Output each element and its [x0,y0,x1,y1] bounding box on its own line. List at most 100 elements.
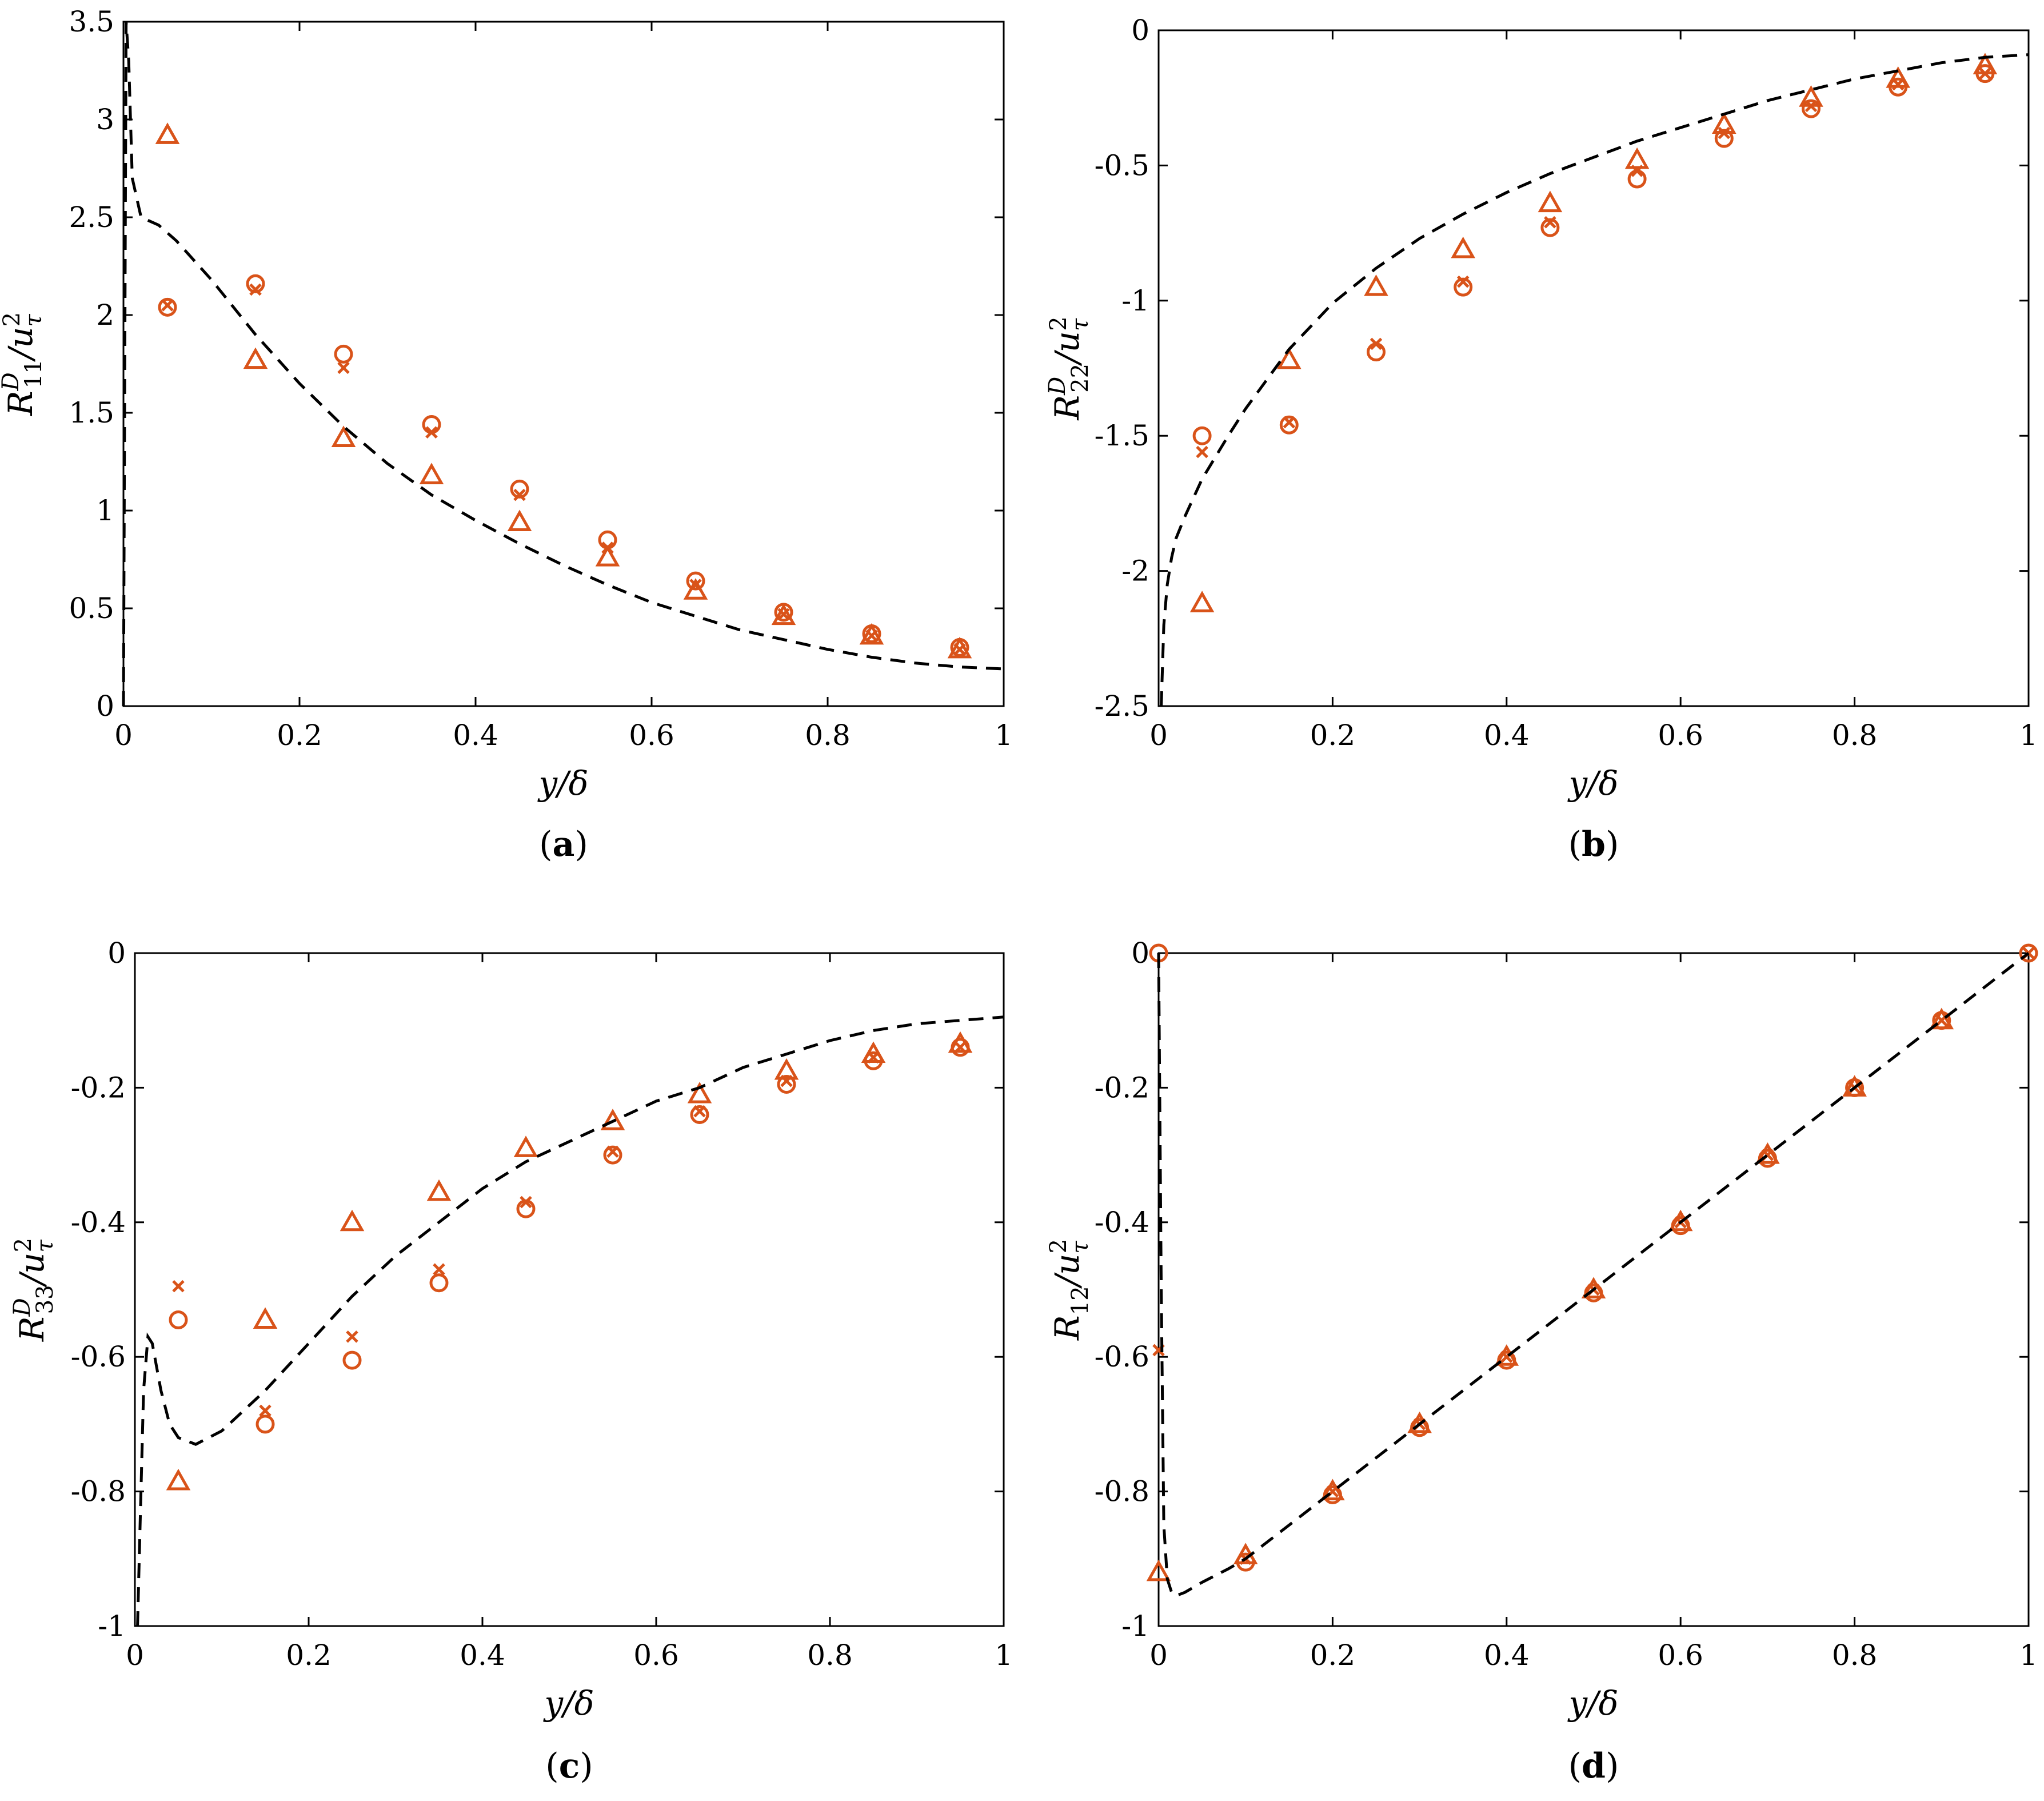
y-tick-label: 2 [96,298,114,332]
x-tick-label: 0.2 [1310,1639,1356,1672]
triangle-marker [948,1031,973,1053]
circle-marker [1540,218,1560,237]
circle-marker [1454,277,1473,297]
panel-caption: (d) [1568,1746,1619,1786]
circle-marker [603,1145,622,1165]
triangle-marker [1146,1559,1171,1581]
circle-marker [1627,169,1647,189]
x-tick-label: 0.4 [453,719,498,752]
cross-marker [1891,78,1905,91]
series-dashed-line [1160,53,2029,707]
y-tick-label: -0.5 [1095,149,1149,182]
y-axis-label: RD33/uτ2 [9,1238,58,1342]
x-axis-label: y/δ [1567,1684,1618,1723]
y-tick-label: 3 [96,103,114,136]
triangle-marker [340,1209,365,1232]
triangle-marker [1886,66,1910,88]
x-tick-label: 0.8 [807,1639,853,1672]
triangle-marker [947,636,972,659]
series-dashed-line [1157,952,2030,1597]
circle-marker [334,344,353,364]
cross-marker [425,426,438,439]
x-tick-label: 1 [2019,719,2038,752]
x-tick-label: 0.8 [1832,719,1878,752]
y-tick-label: -2.5 [1095,690,1149,723]
x-tick-label: 1 [995,1639,1013,1672]
triangle-marker [155,122,180,144]
circle-marker [510,479,529,499]
triangle-marker [166,1468,191,1491]
y-tick-label: -0.2 [71,1071,126,1104]
triangle-marker [774,1058,799,1080]
cross-marker [346,1330,358,1343]
circle-marker [686,571,705,591]
x-tick-label: 0.6 [1658,1639,1703,1672]
triangle-marker [1494,1344,1519,1366]
circle-marker [246,274,265,293]
triangle-marker [507,509,532,532]
y-tick-label: -0.8 [71,1475,126,1508]
triangle-marker [513,1135,538,1157]
circle-marker [422,415,441,435]
triangle-marker [1581,1277,1606,1298]
triangle-marker [253,1307,278,1329]
cross-marker [172,1280,185,1293]
triangle-marker [419,463,444,484]
x-tick-label: 0.8 [805,719,851,752]
circle-marker [1192,426,1212,445]
chart-panel-b: 0 0.2 0.4 0.6 0.8 1 -2.5 -2 -1.5 -1 -0.5 0 y/δ RD22/u… [1044,14,2038,864]
series-dashed-line [122,21,1004,707]
triangle-marker [600,1109,625,1130]
y-tick-label: -0.8 [1095,1475,1149,1508]
y-tick-label: 1.5 [69,396,114,429]
circle-marker [1802,99,1821,118]
y-tick-label: -0.2 [1095,1071,1149,1104]
y-tick-label: 0 [1131,937,1149,970]
cross-marker [1196,445,1208,459]
x-tick-label: 0 [1149,1639,1168,1672]
x-tick-label: 0.6 [629,719,674,752]
cross-marker [249,283,262,296]
x-axis-label: y/δ [1567,764,1618,803]
x-tick-label: 0.4 [1484,719,1530,752]
y-tick-label: 3.5 [69,5,114,38]
triangle-marker [426,1179,452,1201]
x-tick-label: 0.2 [286,1639,332,1672]
y-tick-label: -1.5 [1095,419,1149,452]
x-axis-label: y/δ [537,764,588,803]
circle-marker [1367,342,1386,362]
panel-caption: (a) [539,824,588,864]
triangle-marker [1929,1007,1954,1030]
circle-marker [429,1273,449,1293]
y-axis-label: RD11/uτ2 [0,312,47,416]
triangle-marker [1712,112,1736,134]
axes-frame [1157,952,2030,1627]
circle-marker [169,1310,188,1329]
y-tick-label: -1 [1121,1609,1149,1643]
cross-marker [693,1105,706,1118]
y-tick-label: -2 [1121,555,1149,588]
cross-marker [1283,416,1296,429]
y-tick-label: -0.4 [71,1206,126,1239]
x-tick-label: 0 [126,1639,144,1672]
triangle-marker [1668,1209,1693,1232]
circle-marker [158,297,177,317]
x-tick-label: 0.2 [277,719,322,752]
y-tick-label: 0 [107,937,126,970]
circle-marker [256,1414,275,1434]
y-axis-label: RD22/uτ2 [1044,316,1093,420]
panel-caption: (c) [545,1746,593,1786]
triangle-marker [1755,1142,1780,1164]
triangle-marker [1407,1411,1432,1433]
x-tick-label: 0.8 [1832,1639,1878,1672]
x-tick-label: 1 [2019,1639,2038,1672]
y-tick-label: -1 [98,1609,126,1643]
triangle-marker [1842,1075,1867,1097]
chart-panel-c: 0 0.2 0.4 0.6 0.8 1 -1 -0.8 -0.6 -0.4 -0.2 0 y/δ RD33… [9,937,1013,1786]
triangle-marker [687,1082,712,1103]
triangle-marker [595,545,620,567]
triangle-marker [1364,274,1388,296]
axes-frame [1157,29,2030,707]
x-tick-label: 0.2 [1310,719,1356,752]
chart-panel-d: 0 0.2 0.4 0.6 0.8 1 -1 -0.8 -0.6 -0.4 -0.2 0 y/δ R12/… [1045,937,2038,1786]
